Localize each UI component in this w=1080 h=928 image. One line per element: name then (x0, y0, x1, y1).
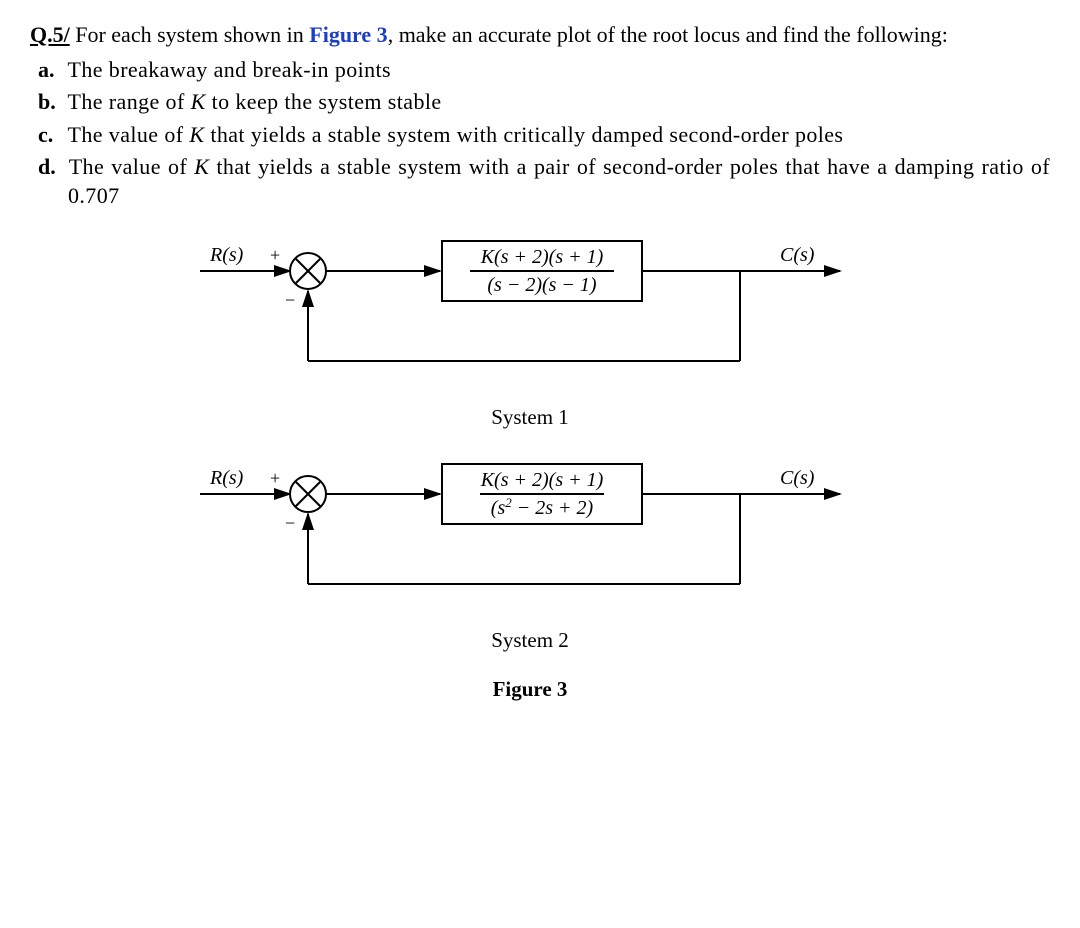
item-b-post: to keep the system stable (206, 89, 442, 114)
sys2-minus: − (285, 513, 295, 533)
item-b-marker: b. (38, 88, 62, 117)
item-b-pre: The range of (68, 89, 191, 114)
item-d-post: that yields a stable system with a pair … (68, 154, 1050, 208)
intro-post: , make an accurate plot of the root locu… (388, 22, 948, 47)
item-a: a. The breakaway and break-in points (68, 56, 1050, 85)
item-c-K: K (189, 122, 204, 147)
item-c-post: that yields a stable system with critica… (204, 122, 843, 147)
items-list: a. The breakaway and break-in points b. … (30, 56, 1050, 211)
item-c-text: The value of K that yields a stable syst… (68, 122, 844, 147)
item-a-marker: a. (38, 56, 62, 85)
item-a-text: The breakaway and break-in points (68, 57, 392, 82)
sys1-plus: + (270, 245, 280, 265)
question-header: Q.5/ For each system shown in Figure 3, … (30, 20, 1050, 50)
item-b: b. The range of K to keep the system sta… (68, 88, 1050, 117)
figure-reference: Figure 3 (309, 22, 387, 47)
sys2-input-label: R(s) (209, 467, 244, 489)
item-d-marker: d. (38, 153, 62, 182)
sys2-tf-num: K(s + 2)(s + 1) (480, 469, 604, 491)
sys1-caption: System 1 (180, 405, 880, 430)
system1-diagram: R(s) + − K(s + 2)(s + 1) (s − 2)(s − 1) … (180, 231, 880, 430)
sys1-tf-den: (s − 2)(s − 1) (487, 274, 597, 296)
sys1-input-label: R(s) (209, 244, 244, 266)
item-c-marker: c. (38, 121, 62, 150)
item-b-K: K (191, 89, 206, 114)
sys2-caption: System 2 (180, 628, 880, 653)
item-d: d. The value of K that yields a stable s… (68, 153, 1050, 210)
system2-diagram: R(s) + − K(s + 2)(s + 1) (s2 − 2s + 2) C… (180, 454, 880, 702)
system1-svg: R(s) + − K(s + 2)(s + 1) (s − 2)(s − 1) … (180, 231, 880, 391)
figure-caption: Figure 3 (180, 677, 880, 702)
system2-svg: R(s) + − K(s + 2)(s + 1) (s2 − 2s + 2) C… (180, 454, 880, 614)
question-number: Q.5/ (30, 22, 70, 47)
sys2-plus: + (270, 468, 280, 488)
item-d-K: K (194, 154, 209, 179)
item-d-text: The value of K that yields a stable syst… (68, 154, 1050, 208)
item-d-pre: The value of (69, 154, 195, 179)
item-c: c. The value of K that yields a stable s… (68, 121, 1050, 150)
sys1-minus: − (285, 290, 295, 310)
intro-pre: For each system shown in (70, 22, 310, 47)
item-c-pre: The value of (68, 122, 190, 147)
sys2-output-label: C(s) (780, 467, 815, 489)
item-b-text: The range of K to keep the system stable (68, 89, 442, 114)
sys1-output-label: C(s) (780, 244, 815, 266)
sys1-tf-num: K(s + 2)(s + 1) (480, 246, 604, 268)
